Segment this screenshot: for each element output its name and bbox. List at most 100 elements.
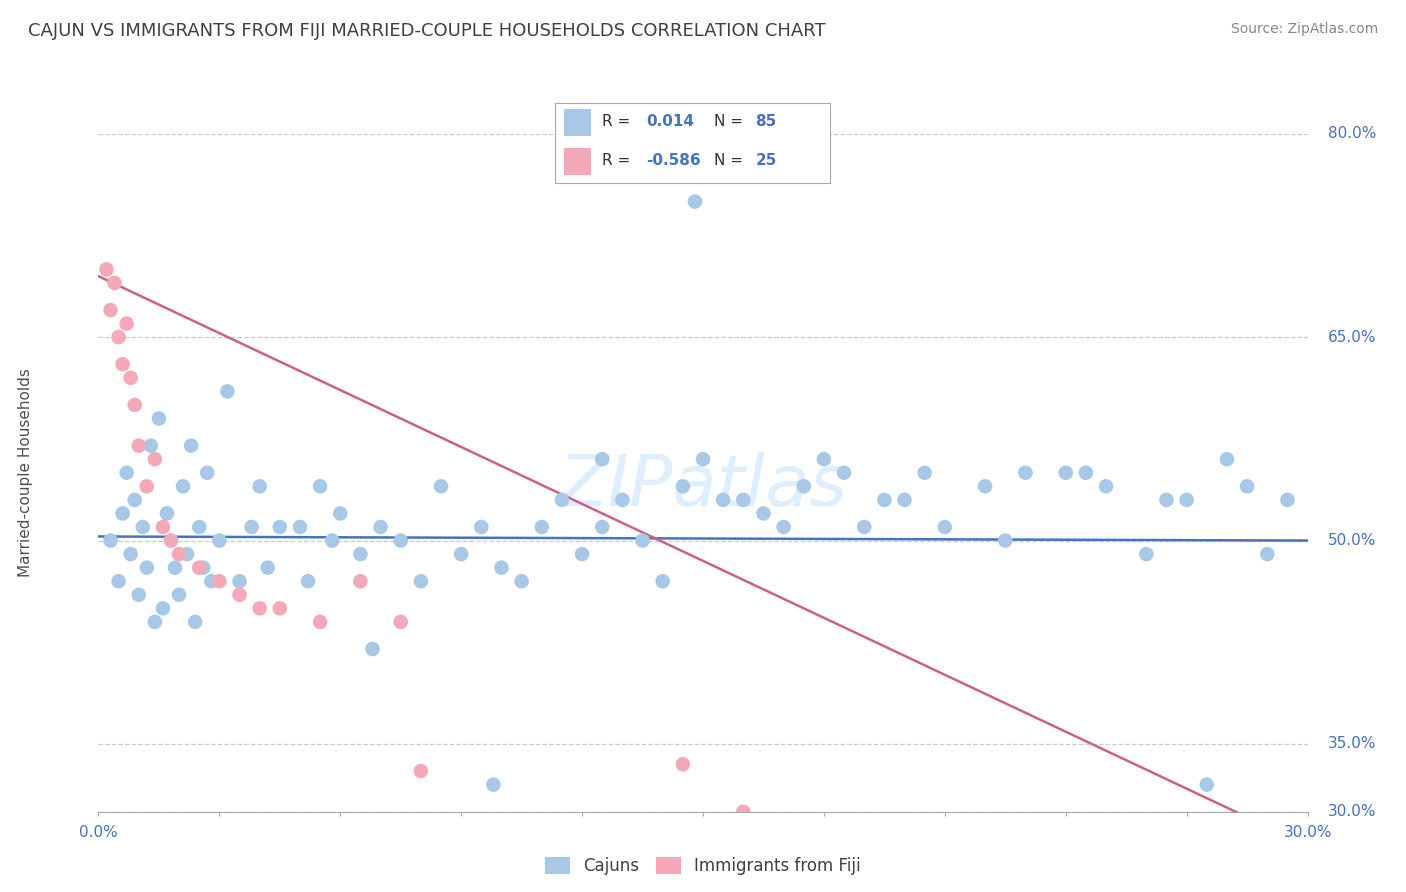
Point (672, 479, 695, 493)
Point (217, 384, 239, 399)
Point (651, 574, 673, 589)
Point (120, 371, 142, 385)
Point (733, 805, 755, 819)
Point (269, 520, 291, 534)
Point (370, 520, 392, 534)
Point (288, 520, 311, 534)
Text: 30.0%: 30.0% (1284, 825, 1331, 840)
Point (793, 479, 815, 493)
Point (631, 533, 654, 548)
Point (349, 547, 371, 561)
Point (100, 533, 122, 548)
Point (329, 507, 352, 521)
Point (974, 479, 997, 493)
Point (430, 479, 453, 493)
Point (1074, 466, 1097, 480)
Point (571, 547, 593, 561)
Point (1236, 479, 1258, 493)
Point (115, 466, 138, 480)
Point (100, 303, 122, 318)
Point (994, 533, 1017, 548)
Point (167, 588, 190, 602)
Point (530, 520, 553, 534)
Point (256, 560, 278, 574)
Point (160, 533, 183, 548)
Text: 0.0%: 0.0% (79, 825, 118, 840)
Text: N =: N = (714, 153, 748, 168)
Point (152, 520, 174, 534)
Point (132, 520, 155, 534)
Point (115, 317, 138, 331)
Text: 80.0%: 80.0% (1327, 127, 1376, 141)
Point (160, 533, 183, 548)
Point (180, 439, 202, 453)
Point (591, 452, 613, 467)
Point (692, 452, 714, 467)
Point (389, 615, 412, 629)
Point (1095, 479, 1118, 493)
Point (309, 615, 332, 629)
Text: Married-couple Households: Married-couple Households (18, 368, 34, 577)
Point (450, 547, 472, 561)
Point (111, 507, 134, 521)
Point (200, 574, 222, 589)
Point (128, 588, 150, 602)
Point (228, 574, 250, 589)
Point (135, 479, 157, 493)
Point (591, 520, 613, 534)
Point (349, 574, 371, 589)
Point (711, 492, 734, 507)
Point (733, 492, 755, 507)
Point (167, 547, 190, 561)
Text: 25: 25 (755, 153, 778, 168)
Text: Source: ZipAtlas.com: Source: ZipAtlas.com (1230, 22, 1378, 37)
Text: ZIPatlas: ZIPatlas (558, 452, 848, 521)
Text: 0.014: 0.014 (645, 114, 693, 129)
Point (107, 330, 129, 344)
Text: -0.586: -0.586 (645, 153, 700, 168)
Point (297, 574, 319, 589)
Point (470, 520, 492, 534)
Point (873, 492, 896, 507)
Text: CAJUN VS IMMIGRANTS FROM FIJI MARRIED-COUPLE HOUSEHOLDS CORRELATION CHART: CAJUN VS IMMIGRANTS FROM FIJI MARRIED-CO… (28, 22, 825, 40)
Point (1195, 778, 1218, 792)
Point (208, 574, 231, 589)
Point (1175, 492, 1198, 507)
Point (156, 507, 179, 521)
Point (482, 778, 505, 792)
Point (361, 642, 384, 657)
Point (143, 615, 166, 629)
Point (1014, 466, 1036, 480)
Point (672, 757, 695, 772)
Point (107, 574, 129, 589)
Text: N =: N = (714, 114, 748, 129)
Point (176, 547, 198, 561)
Point (188, 560, 211, 574)
Point (389, 533, 412, 548)
Point (551, 492, 574, 507)
Point (269, 601, 291, 615)
Point (309, 479, 332, 493)
Point (124, 492, 146, 507)
Text: 65.0%: 65.0% (1327, 330, 1376, 344)
Point (143, 452, 166, 467)
Point (188, 520, 211, 534)
Point (103, 276, 125, 290)
Point (249, 601, 271, 615)
Point (321, 533, 343, 548)
Point (1216, 452, 1239, 467)
Point (128, 439, 150, 453)
Point (409, 764, 432, 778)
Bar (564, 109, 591, 136)
Point (752, 507, 775, 521)
Text: 50.0%: 50.0% (1327, 533, 1376, 548)
Point (853, 520, 876, 534)
Point (208, 533, 231, 548)
Legend: Cajuns, Immigrants from Fiji: Cajuns, Immigrants from Fiji (538, 850, 868, 881)
Point (914, 466, 936, 480)
Point (193, 560, 215, 574)
Point (1156, 492, 1178, 507)
Point (683, 194, 706, 209)
Bar (564, 147, 591, 175)
Point (249, 479, 271, 493)
